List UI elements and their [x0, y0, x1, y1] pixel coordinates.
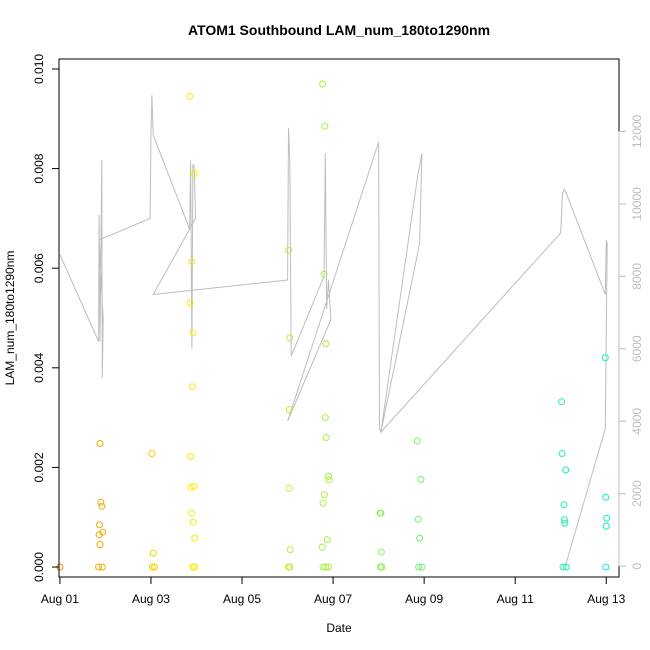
data-point: [325, 563, 332, 571]
data-point: [190, 482, 198, 490]
data-point: [325, 476, 333, 484]
right-series-line: [59, 95, 608, 567]
data-point: [96, 440, 104, 447]
data-point: [602, 563, 610, 571]
data-point: [95, 563, 103, 571]
data-point: [320, 491, 328, 499]
data-point: [562, 563, 570, 571]
data-point: [319, 563, 327, 571]
data-point: [561, 519, 569, 527]
y2-tick-label: 8000: [630, 263, 644, 290]
data-point: [189, 329, 197, 337]
data-point: [319, 499, 327, 507]
y-tick-label: 0.000: [32, 552, 46, 582]
y2-tick-label: 4000: [630, 408, 644, 435]
data-point: [149, 549, 157, 557]
data-point: [415, 563, 423, 571]
data-point: [99, 528, 107, 536]
data-point: [322, 434, 330, 441]
data-point: [322, 340, 330, 348]
data-point: [558, 450, 566, 457]
data-point: [319, 80, 327, 88]
data-point: [325, 472, 332, 480]
data-point: [188, 383, 196, 391]
data-point: [323, 536, 331, 544]
axes: Aug 01 Aug 03 Aug 05 Aug 07 Aug 09 Aug 11 Aug …: [32, 54, 644, 606]
data-point: [416, 534, 424, 542]
data-point: [96, 541, 104, 549]
y-tick-label: 0.006: [32, 253, 46, 283]
data-point: [148, 563, 156, 571]
data-point: [98, 502, 106, 510]
data-point: [186, 92, 194, 100]
data-point: [190, 170, 198, 178]
data-point: [558, 398, 566, 406]
x-tick-label: Aug 07: [314, 592, 352, 606]
data-point: [285, 484, 293, 492]
data-point: [187, 453, 195, 460]
x-tick-label: Aug 05: [223, 592, 261, 606]
data-point: [286, 546, 294, 554]
data-point: [318, 543, 326, 551]
data-point: [148, 450, 156, 457]
chart-title: ATOM1 Southbound LAM_num_180to1290nm: [188, 22, 490, 38]
data-point: [320, 270, 328, 278]
data-point: [321, 414, 329, 422]
data-point: [377, 509, 385, 517]
data-point: [98, 563, 106, 571]
data-point: [191, 563, 199, 571]
data-point: [321, 122, 329, 130]
data-point: [559, 563, 567, 571]
x-tick-label: Aug 03: [132, 592, 170, 606]
y-tick-label: 0.010: [32, 54, 46, 84]
data-point: [417, 475, 425, 483]
data-point: [151, 563, 159, 571]
data-point: [97, 498, 105, 506]
y2-tick-label: 0: [630, 562, 644, 569]
x-tick-label: Aug 11: [497, 592, 534, 606]
data-point: [187, 483, 195, 491]
x-axis-label: Date: [326, 621, 352, 635]
x-tick-label: Aug 13: [587, 592, 625, 606]
y2-tick-label: 12000: [630, 114, 644, 148]
data-point: [414, 515, 422, 523]
y-tick-label: 0.002: [32, 452, 46, 482]
x-tick-label: Aug 01: [41, 592, 79, 606]
plot-frame: [58, 58, 620, 578]
data-point: [286, 334, 294, 342]
data-point: [322, 563, 330, 571]
data-point: [96, 521, 103, 529]
data-point: [603, 514, 611, 522]
data-point: [602, 493, 610, 501]
y2-tick-label: 10000: [630, 187, 644, 221]
data-point: [285, 246, 292, 254]
data-point: [285, 406, 293, 414]
y-tick-label: 0.004: [32, 352, 46, 382]
data-point: [413, 437, 421, 445]
right-axis-series: [59, 95, 608, 567]
data-point: [378, 563, 386, 571]
data-point: [186, 299, 194, 307]
data-point: [286, 563, 294, 571]
data-point: [188, 509, 195, 517]
y2-tick-label: 6000: [630, 335, 644, 362]
y2-tick-label: 2000: [630, 480, 644, 507]
data-point: [560, 501, 568, 509]
data-point: [602, 522, 610, 530]
data-point: [418, 563, 426, 571]
data-point: [188, 258, 196, 266]
data-point: [377, 548, 385, 556]
data-point: [189, 518, 197, 526]
data-point: [560, 516, 568, 524]
data-point: [191, 534, 199, 542]
data-point: [601, 354, 609, 362]
y-tick-label: 0.008: [32, 153, 46, 183]
data-point: [562, 466, 570, 474]
x-tick-label: Aug 09: [405, 592, 443, 606]
scatter-points: [56, 80, 611, 571]
y-axis-label: LAM_num_180to1290nm: [3, 251, 17, 386]
